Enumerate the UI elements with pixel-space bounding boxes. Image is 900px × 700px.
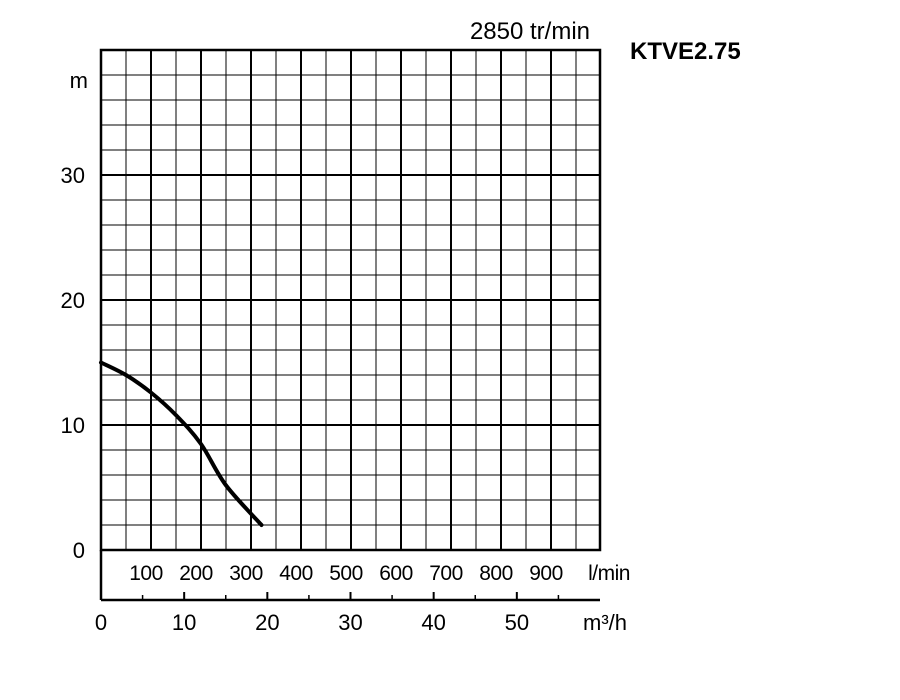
- secondary-x-axis-label: l/min: [588, 562, 630, 585]
- y-axis-label: m: [70, 68, 88, 93]
- speed-label: 2850 tr/min: [470, 18, 590, 45]
- secondary-x-tick-label: 400: [279, 562, 313, 585]
- secondary-x-tick-label: 100: [129, 562, 163, 585]
- pump-curve-line: [99, 360, 264, 527]
- x-tick-label: 40: [421, 610, 445, 635]
- y-tick-label: 30: [61, 163, 85, 188]
- x-tick-label: 0: [95, 610, 107, 635]
- plot-frame: [99, 48, 602, 552]
- secondary-x-tick-label: 900: [529, 562, 563, 585]
- secondary-x-tick-label: 200: [179, 562, 213, 585]
- model-title: KTVE2.75: [630, 38, 741, 65]
- y-tick-label: 0: [73, 538, 85, 563]
- x-axis-label: m³/h: [583, 610, 627, 635]
- secondary-x-tick-label: 700: [429, 562, 463, 585]
- x-tick-label: 50: [505, 610, 529, 635]
- secondary-x-tick-label: 800: [479, 562, 513, 585]
- secondary-x-tick-label: 300: [229, 562, 263, 585]
- y-tick-label: 20: [61, 288, 85, 313]
- x-tick-label: 30: [338, 610, 362, 635]
- secondary-x-tick-label: 600: [379, 562, 413, 585]
- x-tick-label: 10: [172, 610, 196, 635]
- x-tick-label: 20: [255, 610, 279, 635]
- secondary-x-tick-label: 500: [329, 562, 363, 585]
- y-tick-label: 10: [61, 413, 85, 438]
